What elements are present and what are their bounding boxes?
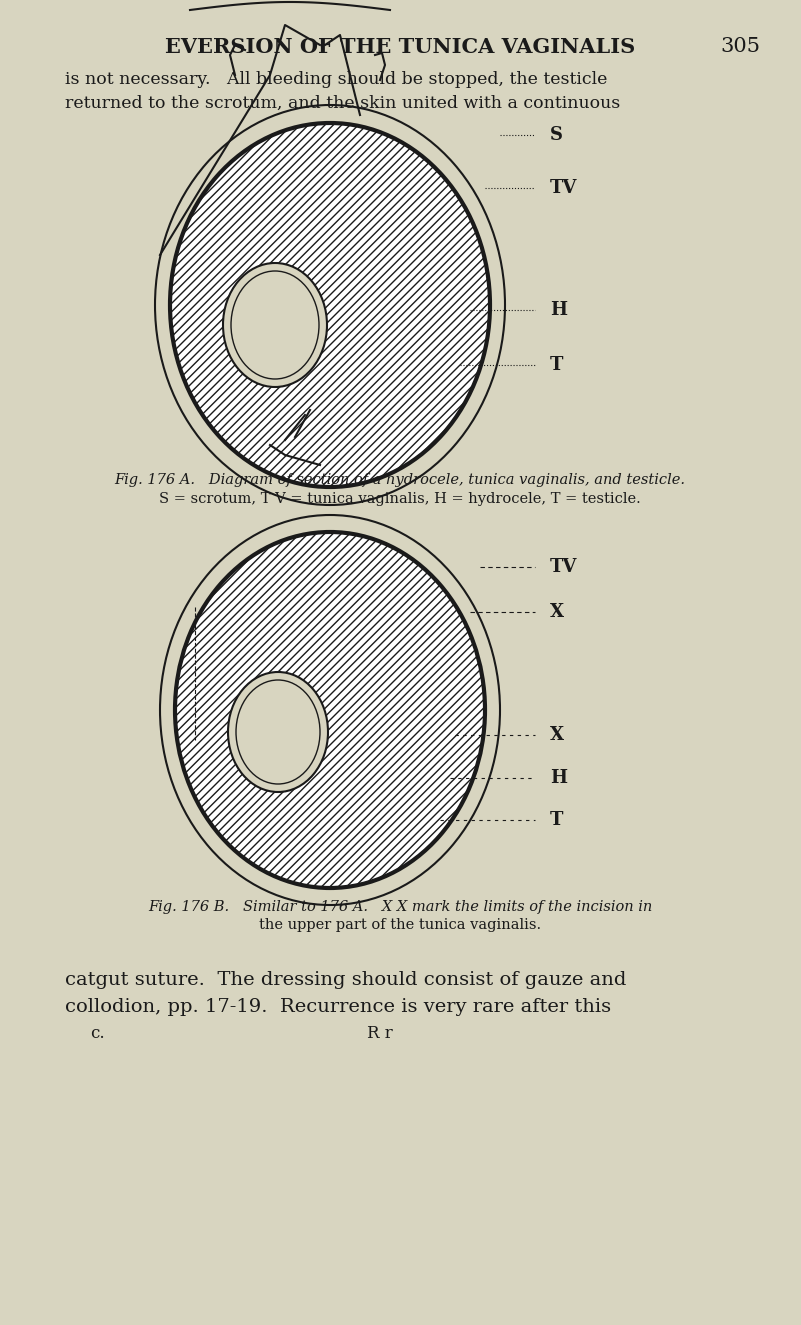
Text: catgut suture.  The dressing should consist of gauze and: catgut suture. The dressing should consi… <box>65 971 626 988</box>
Text: X: X <box>550 726 564 745</box>
Text: is not necessary.   All bleeding should be stopped, the testicle: is not necessary. All bleeding should be… <box>65 72 607 89</box>
Text: Fig. 176 B.   Similar to 176 A.   X X mark the limits of the incision in: Fig. 176 B. Similar to 176 A. X X mark t… <box>148 900 652 914</box>
Text: returned to the scrotum, and the skin united with a continuous: returned to the scrotum, and the skin un… <box>65 94 620 111</box>
Text: collodion, pp. 17-19.  Recurrence is very rare after this: collodion, pp. 17-19. Recurrence is very… <box>65 998 611 1016</box>
Text: S = scrotum, T V = tunica vaginalis, H = hydrocele, T = testicle.: S = scrotum, T V = tunica vaginalis, H =… <box>159 492 641 506</box>
Text: TV: TV <box>550 179 578 197</box>
Text: Fig. 176 A.   Diagram of section of a hydrocele, tunica vaginalis, and testicle.: Fig. 176 A. Diagram of section of a hydr… <box>115 473 686 488</box>
Text: X: X <box>550 603 564 621</box>
Text: the upper part of the tunica vaginalis.: the upper part of the tunica vaginalis. <box>259 918 541 931</box>
Ellipse shape <box>175 533 485 888</box>
Text: S: S <box>550 126 563 144</box>
Text: H: H <box>550 768 567 787</box>
Ellipse shape <box>170 123 490 488</box>
Text: H: H <box>550 301 567 319</box>
Text: 305: 305 <box>720 37 760 57</box>
Text: R r: R r <box>367 1026 392 1043</box>
Ellipse shape <box>228 672 328 792</box>
Text: T: T <box>550 811 563 829</box>
Text: T: T <box>550 356 563 374</box>
Text: c.: c. <box>90 1026 105 1043</box>
Text: EVERSION OF THE TUNICA VAGINALIS: EVERSION OF THE TUNICA VAGINALIS <box>165 37 635 57</box>
Ellipse shape <box>223 262 327 387</box>
Text: TV: TV <box>550 558 578 576</box>
